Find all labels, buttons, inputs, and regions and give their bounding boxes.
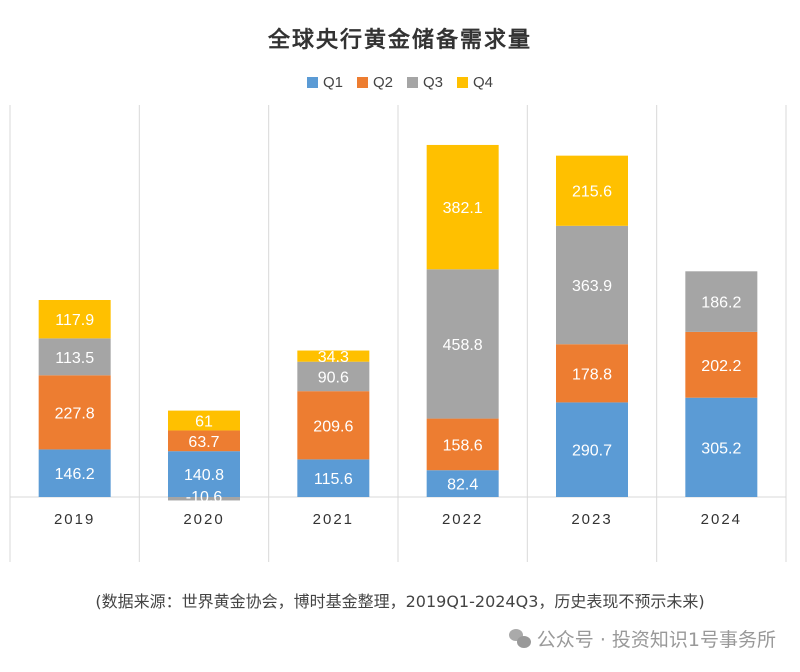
legend-item-q4: Q4 bbox=[457, 74, 493, 91]
data-label: 146.2 bbox=[55, 466, 95, 483]
bar-q3-2022 bbox=[426, 269, 499, 419]
bar-q4-2023 bbox=[556, 155, 628, 226]
legend-label: Q3 bbox=[423, 74, 444, 91]
category-label: 2024 bbox=[701, 511, 742, 528]
data-label: 209.6 bbox=[313, 418, 353, 435]
bar-q3-2020 bbox=[168, 497, 240, 501]
legend-swatch bbox=[356, 77, 368, 88]
bar-q2-2024 bbox=[685, 331, 758, 398]
category-label: 2023 bbox=[571, 511, 612, 528]
bar-q1-2019 bbox=[38, 449, 111, 497]
data-label: 90.6 bbox=[318, 369, 349, 386]
wechat-icon bbox=[508, 628, 531, 649]
bar-q1-2023 bbox=[556, 402, 628, 497]
bar-q3-2019 bbox=[38, 338, 111, 376]
data-label: 458.8 bbox=[443, 337, 483, 354]
data-label: 34.3 bbox=[318, 349, 349, 366]
bar-q4-2020 bbox=[168, 410, 240, 431]
legend-swatch bbox=[306, 77, 318, 88]
data-label: -10.6 bbox=[186, 489, 223, 506]
legend-item-q3: Q3 bbox=[407, 74, 443, 91]
bar-q2-2022 bbox=[426, 418, 499, 471]
bar-q2-2023 bbox=[556, 344, 628, 403]
bar-q4-2022 bbox=[426, 144, 499, 270]
source-note: (数据来源：世界黄金协会，博时基金整理，2019Q1-2024Q3，历史表现不预… bbox=[95, 592, 705, 611]
category-label: 2020 bbox=[183, 511, 224, 528]
watermark: 公众号 · 投资知识1号事务所 bbox=[508, 625, 776, 652]
data-label: 61 bbox=[195, 414, 213, 431]
data-label: 290.7 bbox=[572, 443, 612, 460]
bar-q4-2021 bbox=[297, 350, 370, 362]
watermark-text: 公众号 · 投资知识1号事务所 bbox=[536, 629, 776, 651]
bar-q3-2023 bbox=[556, 225, 628, 345]
chart-title: 全球央行黄金储备需求量 bbox=[267, 28, 532, 53]
category-label: 2019 bbox=[54, 511, 95, 528]
bar-q4-2019 bbox=[38, 300, 111, 339]
legend-label: Q2 bbox=[372, 74, 393, 91]
bar-q2-2019 bbox=[38, 375, 111, 450]
bar-q1-2024 bbox=[685, 397, 758, 497]
legend-swatch bbox=[407, 77, 418, 88]
legend-label: Q4 bbox=[473, 74, 494, 91]
legend-item-q1: Q1 bbox=[306, 74, 343, 91]
data-label: 113.5 bbox=[55, 350, 94, 367]
data-label: 215.6 bbox=[572, 184, 612, 201]
bar-q2-2021 bbox=[297, 391, 370, 460]
bar-q3-2021 bbox=[297, 361, 370, 392]
data-label: 382.1 bbox=[443, 200, 483, 217]
bar-q1-2020 bbox=[168, 451, 240, 497]
bar-q1-2022 bbox=[426, 470, 499, 497]
data-label: 82.4 bbox=[447, 477, 478, 494]
legend-label: Q1 bbox=[322, 74, 343, 91]
data-label: 158.6 bbox=[443, 437, 483, 454]
legend: Q1 Q2 Q3 Q4 bbox=[0, 74, 800, 91]
data-label: 140.8 bbox=[184, 467, 224, 484]
category-label: 2021 bbox=[313, 511, 354, 528]
data-label: 115.6 bbox=[314, 471, 353, 488]
bar-q2-2020 bbox=[168, 430, 240, 452]
data-label: 117.9 bbox=[55, 312, 94, 329]
bar-q3-2024 bbox=[685, 271, 758, 332]
data-label: 202.2 bbox=[701, 358, 741, 375]
data-label: 63.7 bbox=[188, 434, 219, 451]
data-label: 186.2 bbox=[701, 295, 741, 312]
data-label: 305.2 bbox=[701, 440, 741, 457]
legend-item-q2: Q2 bbox=[356, 74, 393, 91]
bar-q1-2021 bbox=[297, 459, 370, 497]
data-label: 227.8 bbox=[55, 405, 95, 422]
legend-swatch bbox=[457, 77, 469, 88]
data-label: 363.9 bbox=[572, 278, 612, 295]
category-label: 2022 bbox=[442, 511, 483, 528]
data-label: 178.8 bbox=[572, 366, 612, 383]
